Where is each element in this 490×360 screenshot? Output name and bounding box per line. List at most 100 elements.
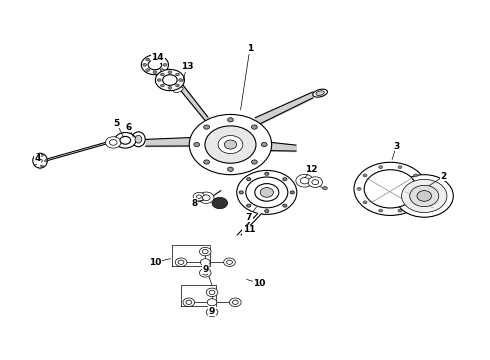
- Circle shape: [417, 191, 432, 201]
- Text: 13: 13: [181, 62, 193, 71]
- Text: 9: 9: [209, 307, 215, 316]
- Circle shape: [206, 308, 218, 316]
- Circle shape: [265, 210, 269, 213]
- Circle shape: [227, 167, 233, 171]
- Ellipse shape: [132, 132, 145, 147]
- Circle shape: [419, 188, 423, 190]
- Circle shape: [202, 271, 208, 275]
- Text: 10: 10: [149, 258, 162, 267]
- Circle shape: [186, 300, 192, 305]
- Circle shape: [38, 159, 43, 162]
- Circle shape: [322, 186, 327, 190]
- Ellipse shape: [173, 87, 183, 93]
- Circle shape: [202, 249, 208, 254]
- Circle shape: [207, 299, 217, 306]
- Circle shape: [239, 191, 244, 194]
- Circle shape: [379, 166, 383, 168]
- Ellipse shape: [313, 89, 327, 97]
- Text: 6: 6: [125, 123, 132, 132]
- Circle shape: [308, 177, 322, 188]
- Circle shape: [153, 71, 157, 74]
- Circle shape: [198, 192, 214, 203]
- Circle shape: [224, 140, 237, 149]
- Circle shape: [227, 118, 233, 122]
- Circle shape: [265, 172, 269, 175]
- Circle shape: [202, 195, 210, 201]
- Circle shape: [40, 154, 43, 156]
- Circle shape: [34, 156, 37, 158]
- Circle shape: [255, 184, 279, 201]
- Circle shape: [175, 73, 179, 76]
- Circle shape: [223, 258, 235, 266]
- Circle shape: [414, 201, 417, 204]
- Circle shape: [300, 177, 309, 184]
- Circle shape: [246, 204, 251, 207]
- Circle shape: [200, 259, 210, 266]
- Circle shape: [229, 298, 241, 306]
- Circle shape: [199, 247, 211, 256]
- Circle shape: [105, 137, 121, 148]
- Circle shape: [414, 174, 417, 177]
- Circle shape: [109, 140, 117, 145]
- Circle shape: [283, 204, 287, 207]
- Circle shape: [40, 165, 43, 167]
- Circle shape: [205, 126, 256, 163]
- Circle shape: [363, 174, 367, 177]
- Circle shape: [179, 78, 182, 81]
- Circle shape: [290, 191, 294, 194]
- Text: 9: 9: [202, 265, 208, 274]
- Circle shape: [143, 63, 147, 66]
- Circle shape: [120, 136, 131, 144]
- Circle shape: [363, 201, 367, 204]
- Circle shape: [410, 185, 439, 207]
- Circle shape: [183, 298, 195, 306]
- Circle shape: [209, 290, 215, 294]
- Circle shape: [160, 58, 164, 61]
- Circle shape: [204, 125, 209, 129]
- Circle shape: [175, 84, 179, 87]
- Circle shape: [194, 143, 199, 147]
- Circle shape: [196, 195, 201, 198]
- Circle shape: [163, 63, 167, 66]
- Text: 14: 14: [151, 53, 164, 62]
- Circle shape: [189, 114, 271, 175]
- Polygon shape: [237, 214, 262, 235]
- Circle shape: [146, 58, 149, 61]
- Circle shape: [398, 209, 402, 212]
- Text: 3: 3: [393, 142, 399, 151]
- Circle shape: [153, 56, 157, 59]
- Circle shape: [146, 69, 149, 72]
- Circle shape: [354, 162, 427, 215]
- Circle shape: [204, 160, 209, 164]
- Circle shape: [175, 258, 187, 266]
- Text: 5: 5: [114, 119, 120, 128]
- Text: 7: 7: [245, 213, 252, 222]
- Ellipse shape: [111, 137, 120, 146]
- Circle shape: [312, 180, 318, 185]
- Circle shape: [115, 132, 136, 148]
- Circle shape: [141, 55, 169, 75]
- Ellipse shape: [316, 91, 324, 95]
- Circle shape: [212, 197, 227, 209]
- Circle shape: [160, 73, 164, 76]
- Text: 12: 12: [305, 165, 318, 174]
- Circle shape: [246, 177, 251, 181]
- Circle shape: [157, 78, 161, 81]
- Circle shape: [261, 143, 267, 147]
- Circle shape: [218, 135, 243, 154]
- Circle shape: [395, 175, 453, 217]
- Circle shape: [246, 177, 288, 208]
- Circle shape: [357, 188, 361, 190]
- Circle shape: [193, 192, 205, 201]
- Circle shape: [163, 75, 177, 85]
- Circle shape: [209, 310, 215, 314]
- Text: 1: 1: [247, 44, 253, 53]
- Circle shape: [160, 84, 164, 87]
- Circle shape: [45, 159, 48, 162]
- Ellipse shape: [33, 153, 48, 168]
- Circle shape: [199, 269, 211, 277]
- Circle shape: [155, 69, 184, 91]
- Circle shape: [232, 300, 238, 305]
- Circle shape: [148, 60, 162, 70]
- Circle shape: [34, 163, 37, 165]
